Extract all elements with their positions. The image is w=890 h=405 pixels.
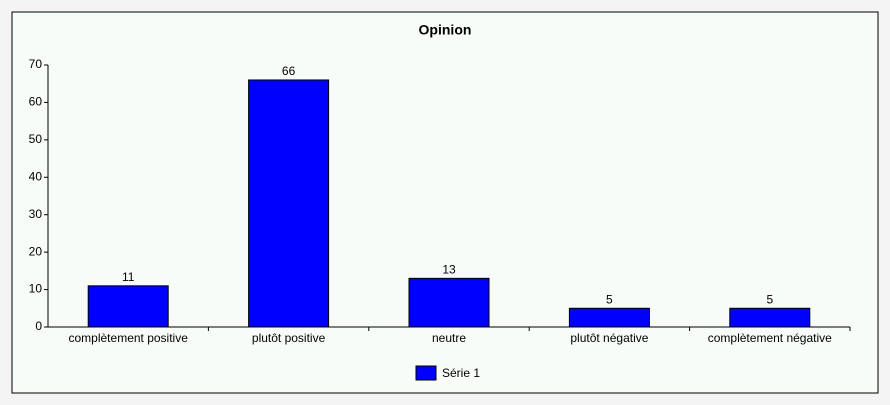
y-tick-label: 60 bbox=[29, 95, 43, 109]
y-tick-label: 50 bbox=[29, 132, 43, 146]
x-tick-label: plutôt négative bbox=[570, 331, 648, 345]
bar bbox=[87, 285, 169, 328]
chart-frame bbox=[11, 11, 879, 394]
value-label: 5 bbox=[766, 292, 773, 306]
bar bbox=[568, 307, 650, 328]
x-tick-label: plutôt positive bbox=[252, 331, 326, 345]
y-tick-label: 20 bbox=[29, 244, 43, 258]
y-tick-label: 30 bbox=[29, 207, 43, 221]
legend-label: Série 1 bbox=[442, 366, 480, 380]
y-tick-label: 0 bbox=[35, 319, 42, 333]
value-label: 66 bbox=[282, 64, 296, 78]
bar bbox=[408, 277, 490, 328]
chart-title: Opinion bbox=[419, 22, 472, 38]
x-tick-label: neutre bbox=[432, 331, 466, 345]
value-label: 13 bbox=[442, 263, 456, 277]
bar bbox=[729, 307, 811, 328]
y-tick-label: 10 bbox=[29, 282, 43, 296]
value-label: 11 bbox=[122, 270, 135, 284]
x-tick-label: complètement négative bbox=[708, 331, 832, 345]
legend-swatch bbox=[415, 365, 437, 381]
y-tick-label: 70 bbox=[29, 57, 43, 71]
value-label: 5 bbox=[606, 292, 613, 306]
x-tick-label: complètement positive bbox=[69, 331, 189, 345]
bar bbox=[248, 79, 330, 328]
y-tick-label: 40 bbox=[29, 169, 43, 183]
